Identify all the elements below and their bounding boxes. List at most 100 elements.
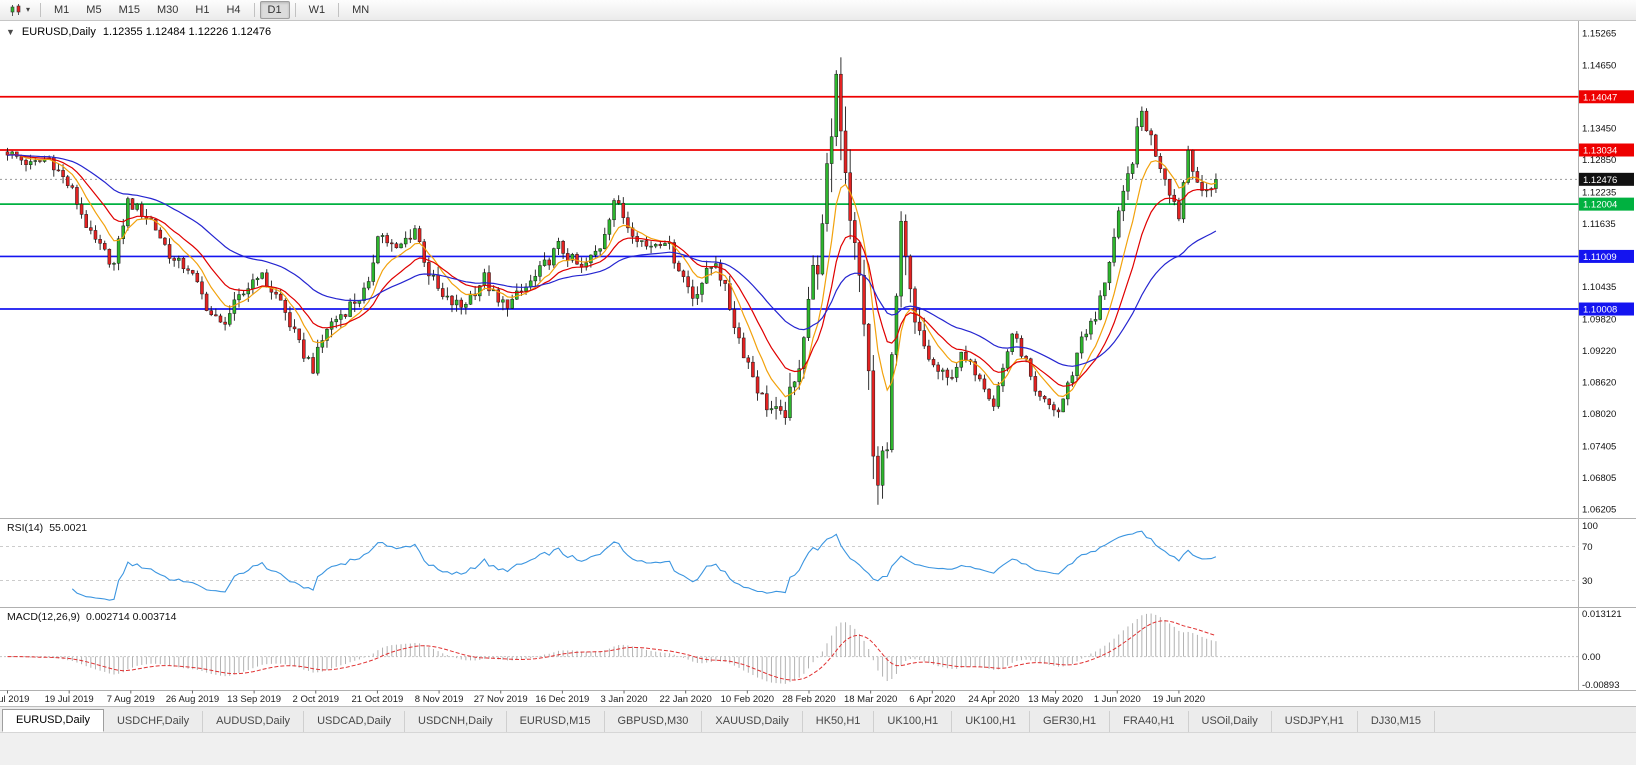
price-tag-support-line: [1579, 249, 1634, 263]
price-axis-tick-label: 1.12850: [1582, 155, 1616, 166]
time-axis-label: 8 Nov 2019: [415, 694, 464, 705]
one-click-trading-toggle[interactable]: ▼: [6, 27, 15, 37]
chart-window[interactable]: 1.15265 1.14650 1.13450 1.12850 1.12235 1.116…: [0, 21, 1636, 706]
time-axis-label: 7 Aug 2019: [107, 694, 155, 705]
timeframe-button-w1[interactable]: W1: [308, 4, 326, 16]
chart-canvas[interactable]: 1.15265 1.14650 1.13450 1.12850 1.12235 1.116…: [0, 21, 1636, 706]
price-tag-resistance-line: [1579, 90, 1634, 104]
timeframe-button-m30[interactable]: M30: [156, 4, 179, 16]
chart-tab-hk50-h1[interactable]: HK50,H1: [803, 711, 875, 732]
chart-tab-usdchf-daily[interactable]: USDCHF,Daily: [104, 711, 204, 732]
price-axis-tick-label: 1.10435: [1582, 282, 1616, 293]
time-axis-label: 28 Feb 2020: [782, 694, 835, 705]
chart-tab-usdcnh-daily[interactable]: USDCNH,Daily: [405, 711, 507, 732]
timeframe-button-m15[interactable]: M15: [118, 4, 140, 16]
indicator-axis-labels: 100 70 30 0.013121 0.00 -0.00893: [1582, 521, 1622, 691]
overlay-ma-fast: [7, 153, 1217, 398]
chart-periods-button[interactable]: ▾: [4, 2, 35, 19]
chart-tab-xauusd-daily[interactable]: XAUUSD,Daily: [702, 711, 803, 732]
candlestick-series: [5, 57, 1218, 505]
timeframe-button-d1[interactable]: D1: [259, 1, 290, 19]
chart-tab-audusd-daily[interactable]: AUDUSD,Daily: [203, 711, 305, 732]
macd-axis-label: 0.00: [1582, 652, 1601, 663]
price-axis-tick-label: 1.15265: [1582, 28, 1616, 39]
rsi-line: [71, 530, 1217, 601]
time-axis-label: 21 Oct 2019: [352, 694, 404, 705]
chart-tab-usoil-daily[interactable]: USOil,Daily: [1189, 711, 1272, 732]
overlay-ma-mid: [7, 154, 1217, 387]
price-axis-tick-label: 1.08620: [1582, 377, 1616, 388]
price-axis-tick-label: 1.06805: [1582, 473, 1616, 484]
pane-separators[interactable]: [0, 518, 1636, 691]
time-axis-label: 1 Jun 2020: [1094, 694, 1141, 705]
price-axis-tick-label: 1.13450: [1582, 124, 1616, 135]
time-axis-label: 27 Nov 2019: [474, 694, 528, 705]
price-tag-label: 1.12476: [1583, 175, 1617, 186]
time-axis-label: 3 Jan 2020: [601, 694, 648, 705]
price-tag-support-line: [1579, 197, 1634, 211]
price-tag-label: 1.14047: [1583, 92, 1617, 103]
rsi-axis-label: 30: [1582, 576, 1593, 587]
macd-axis-label: -0.00893: [1582, 680, 1620, 691]
time-axis-label: 26 Aug 2019: [166, 694, 219, 705]
chart-tab-uk100-h1[interactable]: UK100,H1: [952, 711, 1030, 732]
price-tag-support-line: [1579, 302, 1634, 316]
price-axis-tick-label: 1.12235: [1582, 187, 1616, 198]
time-axis-label: 19 Jul 2019: [45, 694, 94, 705]
time-axis-label: 13 Sep 2019: [227, 694, 281, 705]
price-axis-tick-label: 1.08020: [1582, 409, 1616, 420]
timeframe-button-m5[interactable]: M5: [86, 4, 102, 16]
chart-tab-uk100-h1[interactable]: UK100,H1: [874, 711, 953, 732]
toolbar-separator: [338, 3, 340, 17]
price-axis-tick-label: 1.07405: [1582, 441, 1616, 452]
toolbar-separator: [253, 3, 255, 17]
time-axis-label: 18 Mar 2020: [844, 694, 897, 705]
time-axis-label: 6 Apr 2020: [909, 694, 955, 705]
time-axis-label: 22 Jan 2020: [660, 694, 712, 705]
macd-axis-label: 0.013121: [1582, 609, 1622, 620]
rsi-axis-label: 100: [1582, 521, 1598, 532]
timeframe-buttons: M1 M5 M15 M30 H1 H4 D1 W1 MN: [46, 1, 377, 19]
toolbar-separator: [294, 3, 296, 17]
dropdown-caret-icon: ▾: [26, 5, 31, 14]
time-axis-label: 19 Jun 2020: [1153, 694, 1205, 705]
time-axis-label: 16 Dec 2019: [535, 694, 589, 705]
price-tag-label: 1.10008: [1583, 305, 1617, 316]
price-axis-tick-label: 1.14650: [1582, 61, 1616, 72]
time-axis[interactable]: 1 Jul 2019 19 Jul 2019 7 Aug 2019 26 Aug 20…: [0, 690, 1579, 707]
chart-tab-eurusd-m15[interactable]: EURUSD,M15: [507, 711, 605, 732]
price-level-lines[interactable]: [0, 95, 1579, 310]
timeframe-button-mn[interactable]: MN: [352, 4, 370, 16]
timeframe-button-m1[interactable]: M1: [54, 4, 70, 16]
toolbar-separator: [40, 3, 42, 17]
price-tag-label: 1.11009: [1583, 252, 1617, 263]
price-axis-tick-label: 1.09220: [1582, 346, 1616, 357]
chart-background[interactable]: [0, 21, 1636, 706]
timeframe-button-h4[interactable]: H4: [226, 4, 241, 16]
price-axis[interactable]: 1.15265 1.14650 1.13450 1.12850 1.12235 1.116…: [1579, 21, 1636, 691]
timeframe-button-h1[interactable]: H1: [195, 4, 210, 16]
chart-tab-bar: EURUSD,Daily USDCHF,Daily AUDUSD,Daily USDC…: [0, 706, 1636, 732]
chart-tab-dj30-m15[interactable]: DJ30,M15: [1358, 711, 1435, 732]
price-tag-label: 1.12004: [1583, 200, 1617, 211]
chart-tab-usdjpy-h1[interactable]: USDJPY,H1: [1272, 711, 1358, 732]
macd-histogram: [11, 613, 1217, 684]
chart-tab-gbpusd-m30[interactable]: GBPUSD,M30: [605, 711, 703, 732]
top-toolbar: ▾ M1 M5 M15 M30 H1 H4 D1 W1 MN: [0, 0, 1636, 21]
candlestick-chart-icon: [10, 3, 21, 16]
overlay-ma-slow: [7, 154, 1217, 367]
chart-tab-fra40-h1[interactable]: FRA40,H1: [1110, 711, 1189, 732]
time-axis-label: 1 Jul 2019: [0, 694, 29, 705]
chart-tab-eurusd-daily[interactable]: EURUSD,Daily: [2, 709, 104, 732]
time-axis-label: 2 Oct 2019: [293, 694, 339, 705]
macd-signal-line: [7, 620, 1217, 681]
chart-tab-ger30-h1[interactable]: GER30,H1: [1030, 711, 1111, 732]
price-axis-tick-label: 1.09820: [1582, 314, 1616, 325]
chart-tab-usdcad-daily[interactable]: USDCAD,Daily: [304, 711, 406, 732]
price-axis-tick-label: 1.11635: [1582, 219, 1616, 230]
time-axis-label: 10 Feb 2020: [721, 694, 774, 705]
time-axis-label: 24 Apr 2020: [968, 694, 1019, 705]
time-axis-label: 13 May 2020: [1028, 694, 1083, 705]
price-tag-current-price: [1579, 172, 1634, 186]
status-bar: [0, 732, 1636, 765]
